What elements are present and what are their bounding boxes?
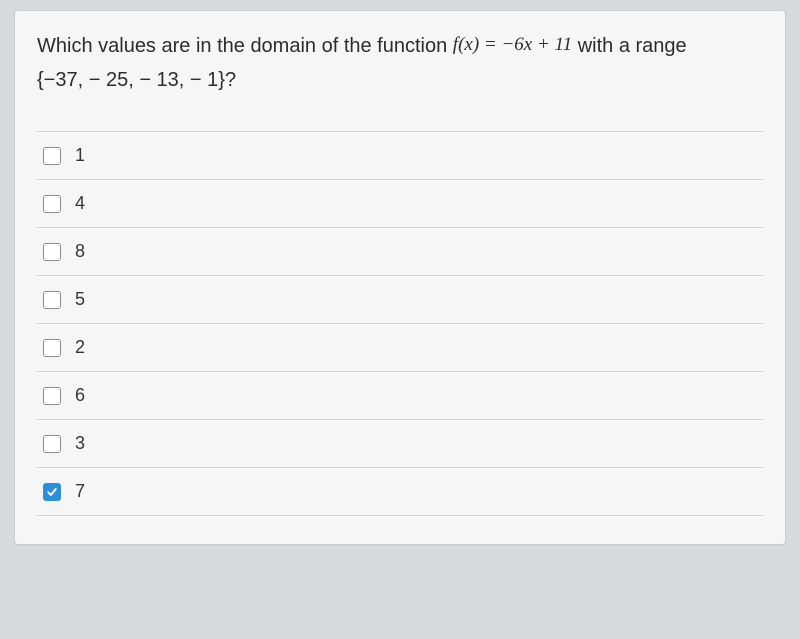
option-label: 7 (75, 481, 85, 502)
option-label: 3 (75, 433, 85, 454)
question-text: Which values are in the domain of the fu… (37, 29, 763, 97)
checkbox[interactable] (43, 195, 61, 213)
option-label: 5 (75, 289, 85, 310)
checkbox[interactable] (43, 339, 61, 357)
check-icon (46, 486, 58, 498)
question-card: Which values are in the domain of the fu… (14, 10, 786, 545)
checkbox[interactable] (43, 387, 61, 405)
checkbox[interactable] (43, 483, 61, 501)
option-row[interactable]: 5 (37, 276, 763, 324)
checkbox[interactable] (43, 291, 61, 309)
question-prefix: Which values are in the domain of the fu… (37, 35, 453, 57)
option-row[interactable]: 1 (37, 132, 763, 180)
range-set: {−37, − 25, − 13, − 1} (37, 69, 225, 91)
option-label: 6 (75, 385, 85, 406)
checkbox[interactable] (43, 435, 61, 453)
option-row[interactable]: 8 (37, 228, 763, 276)
checkbox[interactable] (43, 147, 61, 165)
question-middle: with a range (572, 35, 687, 57)
option-row[interactable]: 7 (37, 468, 763, 516)
function-expression: f(x) = −6x + 11 (453, 34, 572, 55)
option-row[interactable]: 4 (37, 180, 763, 228)
option-label: 4 (75, 193, 85, 214)
option-label: 8 (75, 241, 85, 262)
option-row[interactable]: 2 (37, 324, 763, 372)
option-label: 2 (75, 337, 85, 358)
question-suffix: ? (225, 69, 236, 91)
options-list: 1 4 8 5 2 (37, 131, 763, 516)
checkbox[interactable] (43, 243, 61, 261)
option-row[interactable]: 6 (37, 372, 763, 420)
option-row[interactable]: 3 (37, 420, 763, 468)
option-label: 1 (75, 145, 85, 166)
